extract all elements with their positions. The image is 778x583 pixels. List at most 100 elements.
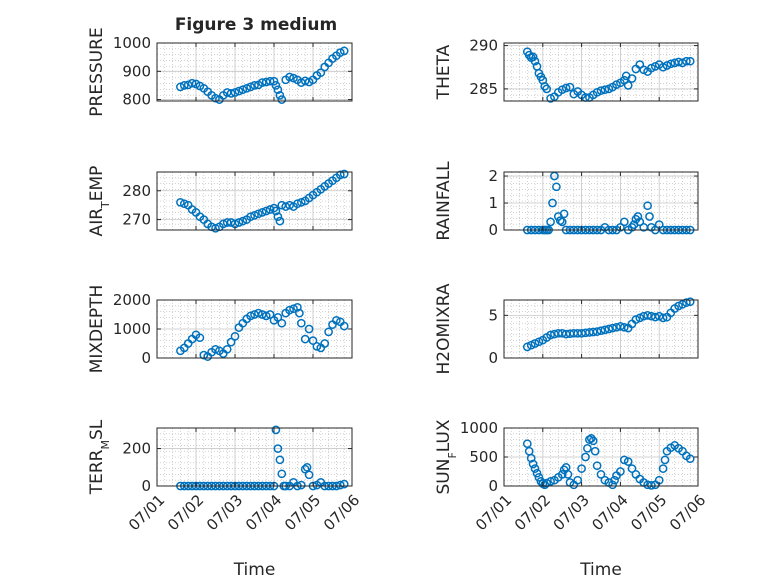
data-point (296, 480, 306, 490)
y-tick-label: 285 (469, 80, 498, 98)
data-point (222, 218, 232, 227)
data-point (552, 182, 561, 192)
y-axis-label: RAINFALL (434, 161, 454, 241)
data-point (285, 72, 294, 82)
data-point (557, 217, 567, 227)
data-point (534, 472, 544, 482)
data-point (179, 199, 189, 209)
data-point (195, 333, 205, 343)
data-point (608, 323, 617, 333)
data-point (627, 464, 637, 473)
data-point (222, 344, 232, 354)
y-tick-label: 0 (141, 477, 151, 495)
data-point (250, 81, 259, 90)
data-point (557, 470, 567, 479)
data-point (546, 217, 555, 227)
data-point (300, 464, 310, 474)
y-tick-label: 2000 (113, 291, 151, 309)
data-point (604, 324, 614, 334)
data-point (573, 475, 583, 485)
data-point (583, 443, 592, 453)
data-point (275, 90, 285, 100)
data-point (304, 470, 314, 480)
data-point (561, 83, 571, 93)
y-tick-label: 0 (488, 477, 498, 495)
data-point (685, 454, 695, 464)
data-point (588, 327, 598, 337)
y-tick-label: 270 (122, 211, 151, 229)
data-point (242, 83, 252, 93)
data-point (246, 82, 255, 92)
data-point (293, 199, 302, 209)
data-point (682, 298, 691, 307)
data-point (592, 461, 602, 471)
data-point (619, 322, 629, 332)
y-axis-label: H2OMIXRA (434, 283, 454, 374)
data-point (600, 85, 610, 95)
data-point (335, 480, 345, 490)
data-point (643, 311, 652, 320)
data-point (616, 322, 625, 331)
data-point (277, 469, 287, 479)
data-point (230, 88, 240, 97)
data-point (682, 56, 691, 66)
data-point (254, 209, 263, 219)
y-tick-label: 500 (469, 448, 498, 466)
y-tick-label: 900 (122, 62, 151, 80)
series-air-temp (176, 169, 349, 233)
data-point (596, 326, 606, 336)
data-point (226, 89, 236, 98)
data-point (658, 464, 668, 473)
y-tick-label: 290 (469, 37, 498, 55)
data-point (596, 470, 606, 479)
data-point (623, 81, 633, 90)
y-axis-label: MIXDEPTH (87, 285, 107, 374)
data-point (265, 310, 275, 319)
data-point (610, 475, 619, 485)
data-point (563, 470, 573, 479)
data-point (546, 330, 555, 340)
data-point (633, 212, 643, 221)
data-point (526, 453, 536, 463)
data-point (277, 95, 287, 104)
data-point (608, 480, 617, 490)
subplot-rainfall: 0 1 2 RAINFALL (434, 161, 699, 241)
data-point (320, 339, 330, 348)
subplot-theta: 285 290 THETA (434, 37, 699, 103)
data-point (273, 85, 283, 95)
data-point (530, 464, 540, 473)
data-point (685, 297, 695, 307)
data-point (555, 216, 565, 225)
data-point (261, 206, 271, 216)
y-tick-label: 0 (141, 349, 151, 367)
y-tick-label: 280 (122, 182, 151, 200)
data-point (581, 452, 590, 462)
data-point (211, 223, 220, 233)
series-mixdepth (176, 302, 349, 361)
figure-title: Figure 3 medium (175, 15, 337, 35)
y-tick-label: 2 (488, 167, 498, 185)
data-point (296, 197, 306, 207)
y-axis-label: THETA (434, 44, 454, 100)
data-point (658, 313, 668, 323)
data-point (339, 479, 349, 489)
data-point (577, 464, 586, 473)
data-point (218, 219, 228, 229)
data-point (289, 304, 298, 314)
data-point (275, 216, 285, 226)
data-point (530, 56, 540, 66)
data-point (179, 81, 189, 90)
data-point (685, 56, 695, 66)
x-axis-label: Time (579, 560, 622, 580)
data-point (187, 78, 197, 88)
data-point (246, 212, 255, 222)
axes-box (156, 171, 353, 231)
data-point (226, 337, 236, 347)
data-point (565, 82, 575, 92)
data-point (302, 462, 312, 472)
data-point (588, 436, 598, 446)
data-point (271, 206, 281, 216)
data-point (269, 76, 279, 86)
axes-box (156, 42, 353, 102)
